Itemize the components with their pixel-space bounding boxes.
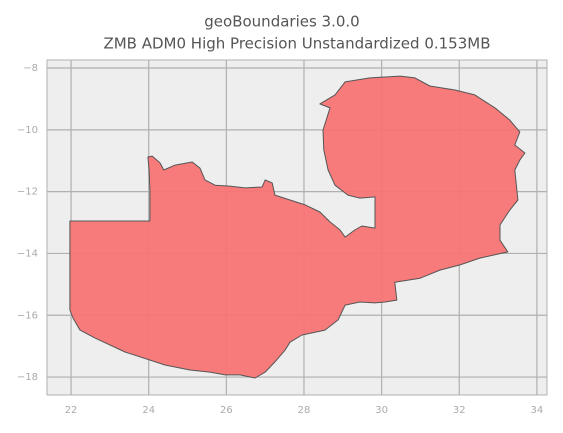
y-tick-label: −12: [17, 187, 38, 198]
y-tick-label: −10: [17, 125, 38, 136]
x-tick-label: 24: [142, 405, 155, 416]
y-tick-label: −8: [23, 63, 38, 74]
x-tick-label: 30: [375, 405, 388, 416]
boundary: [69, 75, 526, 379]
chart-title: geoBoundaries 3.0.0: [204, 13, 359, 31]
marks: [69, 75, 526, 379]
tick-labels: 22 24 26 28 30 32 34 −8 −10 −12 −14 −16 −18: [17, 63, 543, 416]
x-tick-label: 32: [453, 405, 466, 416]
x-tick-label: 28: [298, 405, 311, 416]
plot-frame: [46, 59, 548, 396]
x-tick-label: 26: [220, 405, 233, 416]
x-tick-label: 34: [531, 405, 544, 416]
y-tick-label: −16: [17, 310, 38, 321]
x-tick-label: 22: [65, 405, 78, 416]
y-tick-label: −18: [17, 372, 38, 383]
chart-subtitle: ZMB ADM0 High Precision Unstandardized 0…: [103, 35, 490, 53]
y-tick-label: −14: [17, 248, 38, 259]
